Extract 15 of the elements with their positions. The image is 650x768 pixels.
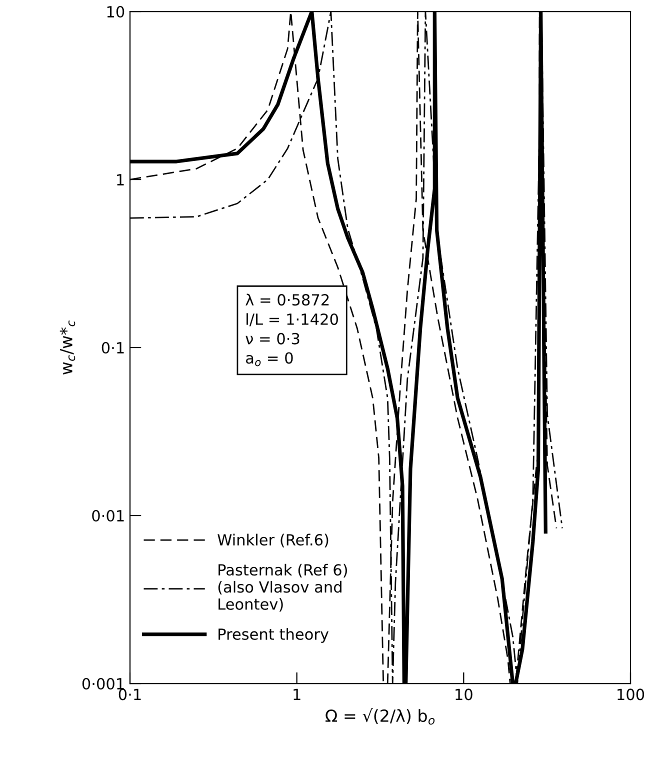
y-tick-label: 10 — [107, 6, 124, 18]
annotation: λ = 0·5872 l/L = 1·1420 ν = 0·3 a$_{o}$ = 0 — [246, 294, 338, 366]
legend-label: Pasternak (Ref 6) (also Vlasov and Leontev) — [218, 564, 347, 612]
x-axis-title: Ω = √(2/λ) b$_{o}$ — [326, 708, 435, 725]
y-tick-label: 0·01 — [92, 510, 124, 522]
x-tick-label: 0·1 — [118, 688, 141, 700]
x-tick-label: 100 — [618, 688, 644, 700]
y-tick-label: 1 — [117, 174, 124, 186]
x-tick-label: 10 — [456, 688, 472, 700]
y-tick-label: 0·1 — [102, 342, 124, 354]
x-tick-label: 1 — [294, 688, 300, 700]
y-axis-title: w$_{c}$/w*$_{c}$ — [60, 320, 76, 374]
legend-label: Present theory — [218, 628, 329, 643]
y-tick-label: 0·001 — [82, 678, 124, 690]
legend-label: Winkler (Ref.6) — [218, 534, 328, 548]
